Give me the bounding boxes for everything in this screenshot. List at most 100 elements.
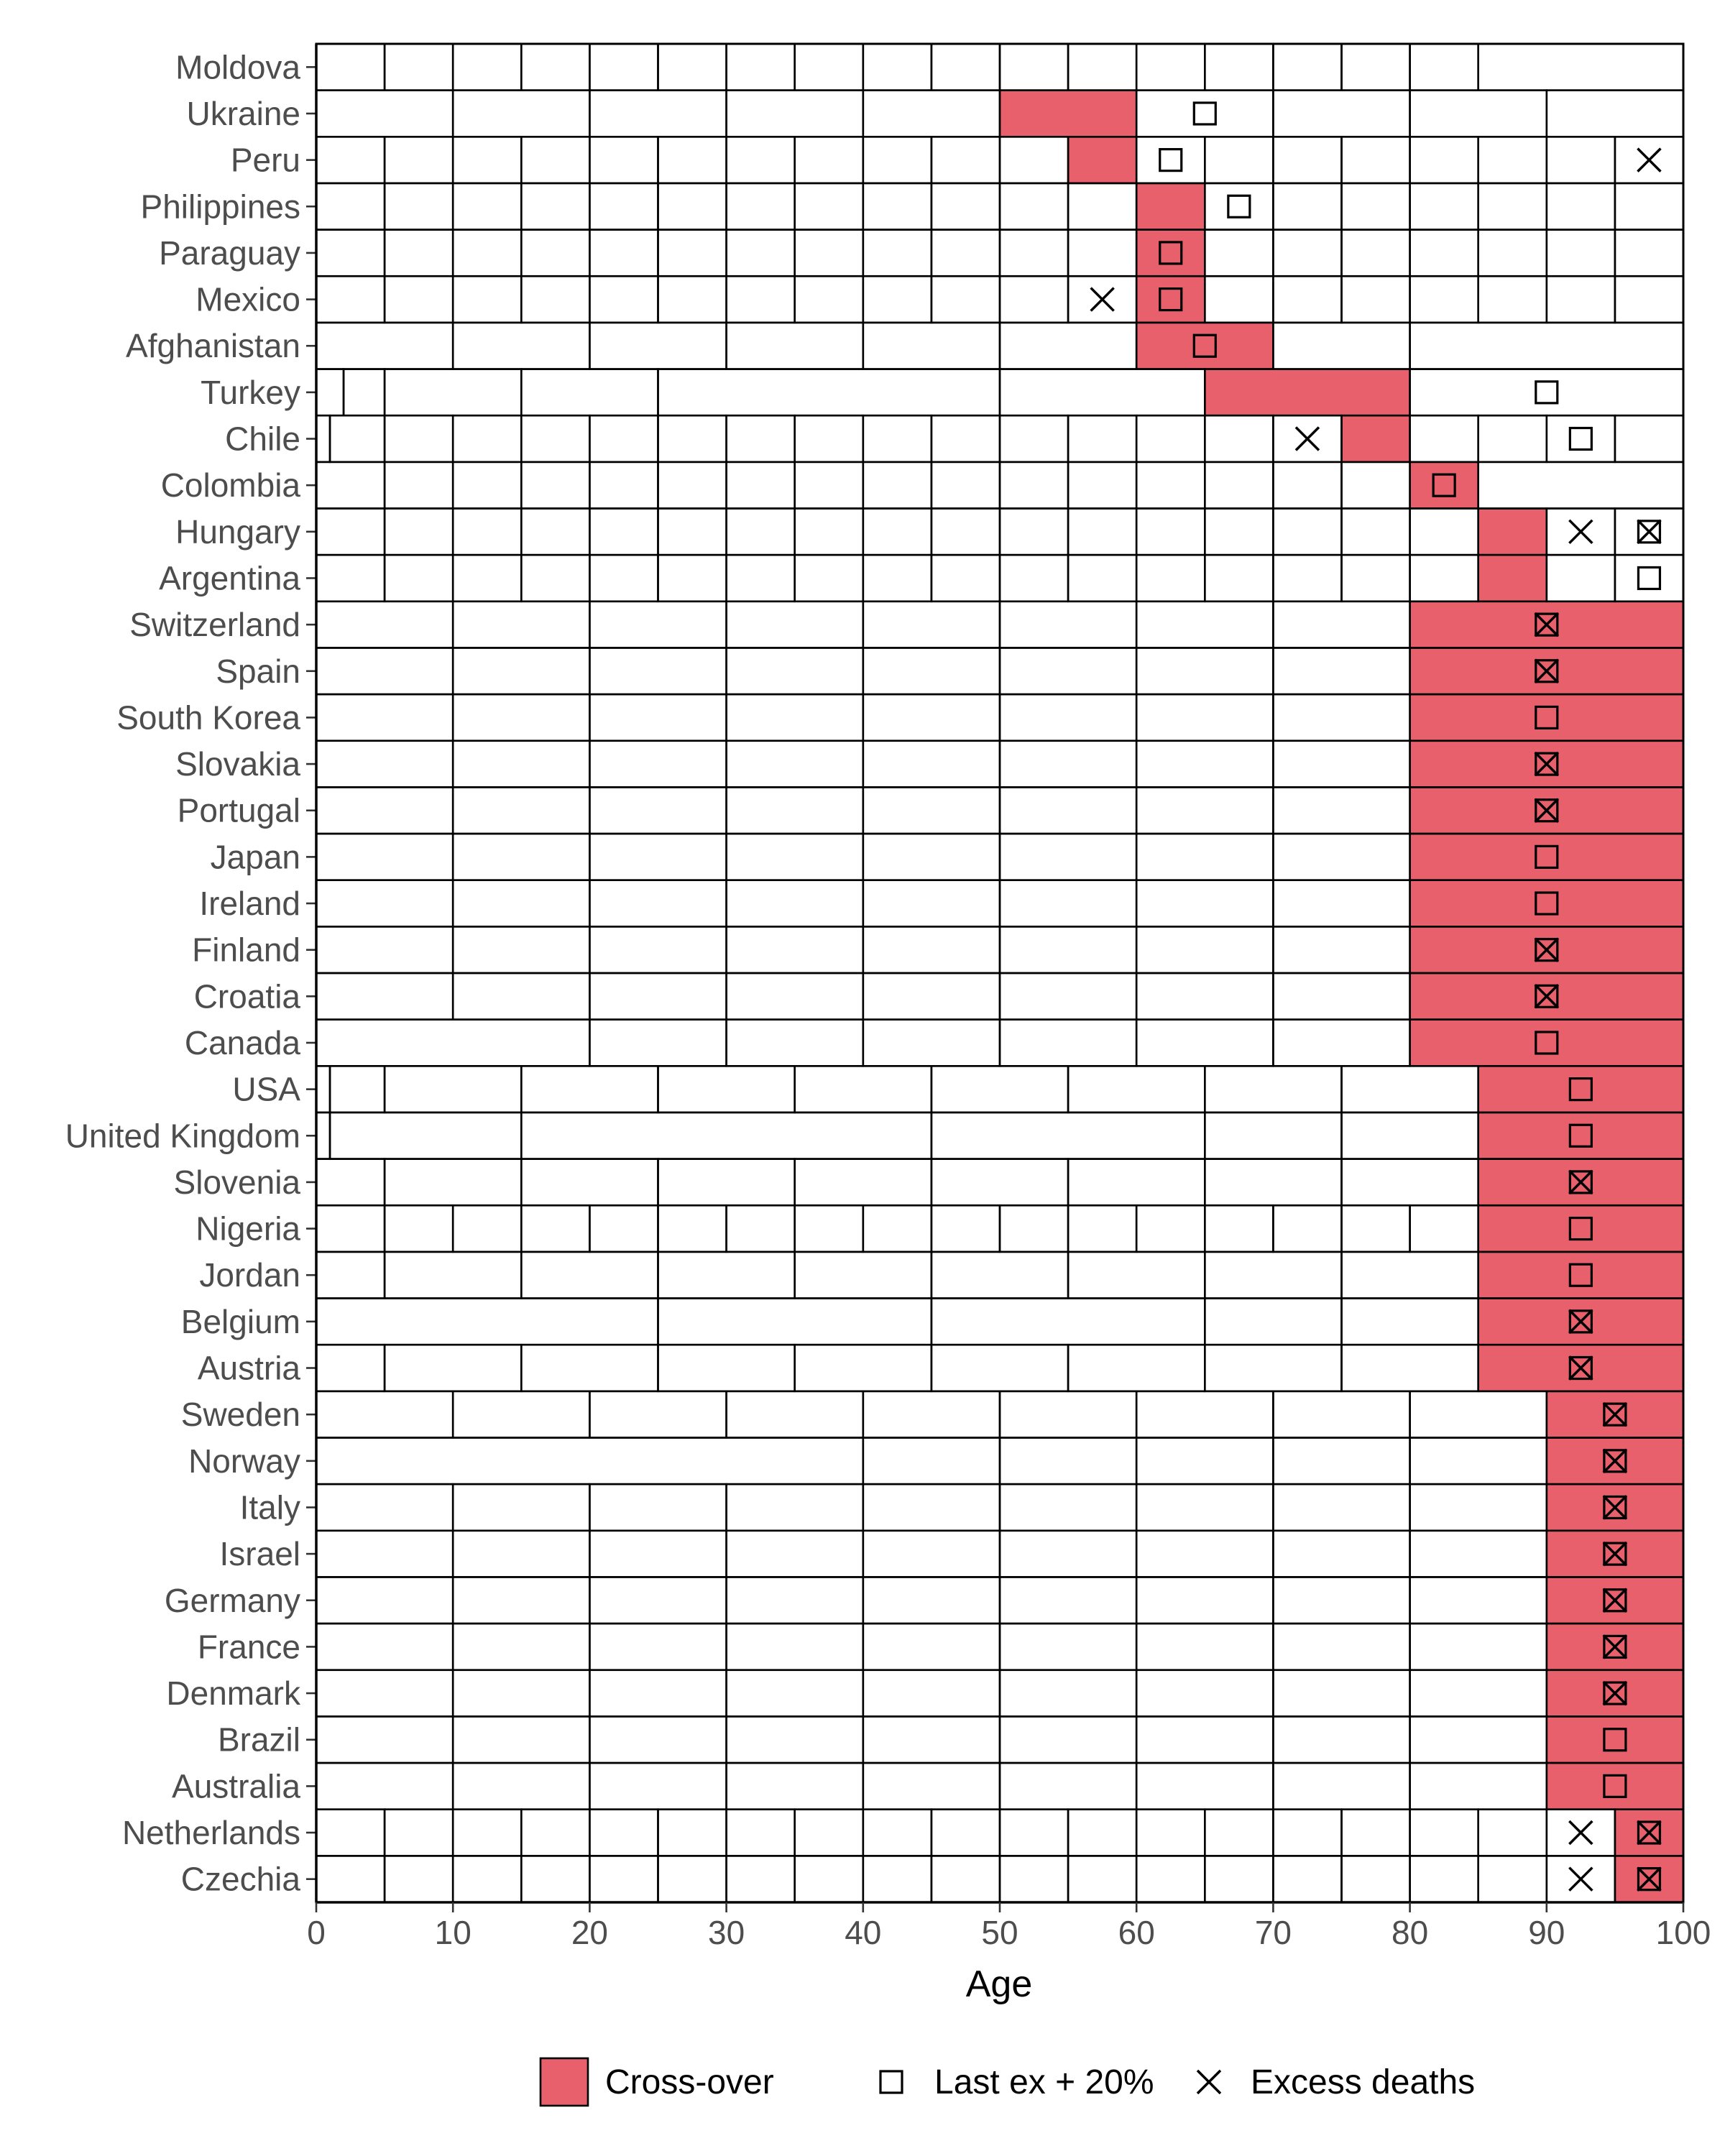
country-label-argentina: Argentina bbox=[159, 559, 300, 596]
age-cell-slovakia bbox=[1272, 740, 1411, 788]
age-cell-nigeria bbox=[930, 1204, 1001, 1253]
x-tick-label-10: 10 bbox=[435, 1914, 472, 1951]
age-cell-czechia bbox=[1067, 1855, 1138, 1904]
age-cell-argentina bbox=[930, 553, 1001, 603]
crossover-bar-hungary bbox=[1478, 508, 1547, 556]
excess-deaths-marker-hungary-stroke-b bbox=[1637, 519, 1662, 545]
age-cell-turkey bbox=[342, 368, 386, 417]
age-cell-netherlands bbox=[1135, 1808, 1206, 1857]
country-label-croatia: Croatia bbox=[194, 977, 301, 1015]
age-cell-ukraine bbox=[589, 89, 727, 138]
age-cell-colombia bbox=[315, 461, 386, 510]
age-cell-moldova bbox=[998, 42, 1070, 91]
last-ex-marker-slovakia bbox=[1535, 752, 1559, 776]
age-cell-japan bbox=[862, 832, 1001, 882]
excess-deaths-marker-chile bbox=[1294, 426, 1320, 451]
excess-deaths-marker-switzerland bbox=[1534, 612, 1560, 637]
age-cell-moldova bbox=[930, 42, 1001, 91]
age-cell-netherlands bbox=[1067, 1808, 1138, 1857]
age-cell-croatia bbox=[725, 972, 865, 1021]
age-cell-turkey bbox=[1409, 368, 1685, 417]
country-label-afghanistan: Afghanistan bbox=[126, 327, 300, 364]
age-cell-paraguay bbox=[1067, 229, 1138, 277]
age-cell-argentina bbox=[1545, 553, 1616, 603]
age-cell-colombia bbox=[383, 461, 454, 510]
x-tick-label-0: 0 bbox=[307, 1914, 326, 1951]
age-cell-norway bbox=[315, 1437, 865, 1485]
excess-deaths-marker-denmark-stroke-b bbox=[1602, 1680, 1628, 1706]
age-cell-france bbox=[1272, 1622, 1411, 1672]
age-cell-united-kingdom bbox=[315, 1111, 331, 1160]
age-cell-moldova bbox=[862, 42, 933, 91]
age-cell-finland bbox=[1272, 926, 1411, 975]
last-ex-marker-hungary bbox=[1637, 520, 1662, 544]
age-cell-colombia bbox=[930, 461, 1001, 510]
age-cell-colombia bbox=[1067, 461, 1138, 510]
age-cell-mexico bbox=[998, 275, 1070, 324]
age-cell-turkey bbox=[383, 368, 523, 417]
last-ex-marker-turkey bbox=[1535, 380, 1559, 405]
age-cell-nigeria bbox=[794, 1204, 865, 1253]
age-cell-hungary bbox=[315, 507, 386, 556]
age-cell-united-kingdom bbox=[1340, 1111, 1479, 1160]
age-cell-sweden bbox=[1409, 1390, 1548, 1439]
excess-deaths-marker-slovakia bbox=[1534, 751, 1560, 777]
age-cell-nigeria bbox=[383, 1204, 454, 1253]
age-cell-australia bbox=[1272, 1761, 1411, 1811]
age-cell-netherlands bbox=[1477, 1808, 1548, 1857]
excess-deaths-marker-hungary-stroke-b bbox=[1568, 519, 1593, 545]
age-cell-canada bbox=[589, 1018, 727, 1067]
age-cell-canada bbox=[725, 1018, 865, 1067]
age-cell-united-kingdom bbox=[520, 1111, 933, 1160]
age-cell-moldova bbox=[520, 42, 591, 91]
last-ex-marker-netherlands bbox=[1637, 1820, 1662, 1845]
crossover-bar-afghanistan bbox=[1136, 322, 1274, 369]
age-cell-brazil bbox=[725, 1715, 865, 1764]
age-cell-netherlands bbox=[1409, 1808, 1479, 1857]
excess-deaths-marker-finland bbox=[1534, 937, 1560, 962]
age-cell-mexico bbox=[725, 275, 796, 324]
age-cell-moldova bbox=[1067, 42, 1138, 91]
age-cell-slovenia bbox=[657, 1158, 796, 1207]
age-cell-usa bbox=[794, 1065, 933, 1114]
age-cell-usa bbox=[1067, 1065, 1206, 1114]
age-cell-netherlands bbox=[520, 1808, 591, 1857]
last-ex-marker-mexico bbox=[1159, 287, 1183, 312]
x-tick-label-90: 90 bbox=[1528, 1914, 1565, 1951]
excess-deaths-marker-netherlands-stroke-b bbox=[1637, 1820, 1662, 1846]
age-cell-mexico bbox=[1545, 275, 1616, 324]
age-cell-mexico bbox=[1614, 275, 1685, 324]
age-cell-denmark bbox=[1272, 1669, 1411, 1718]
age-cell-austria bbox=[657, 1343, 796, 1393]
age-cell-czechia bbox=[451, 1855, 523, 1904]
age-cell-nigeria bbox=[998, 1204, 1070, 1253]
crossover-bar-mexico bbox=[1136, 276, 1205, 323]
age-cell-austria bbox=[520, 1343, 659, 1393]
excess-deaths-marker-sweden bbox=[1602, 1401, 1628, 1427]
age-cell-afghanistan bbox=[862, 321, 1001, 370]
age-cell-mexico bbox=[1409, 275, 1479, 324]
age-cell-mexico bbox=[794, 275, 865, 324]
age-cell-philippines bbox=[794, 182, 865, 231]
age-cell-argentina bbox=[315, 553, 386, 603]
age-cell-portugal bbox=[1135, 786, 1274, 835]
legend-last-ex-label: Last ex + 20% bbox=[934, 2063, 1154, 2101]
age-cell-colombia bbox=[1340, 461, 1411, 510]
crossover-bar-nigeria bbox=[1478, 1205, 1683, 1252]
excess-deaths-marker-netherlands bbox=[1568, 1820, 1593, 1846]
age-cell-mexico bbox=[930, 275, 1001, 324]
country-label-canada: Canada bbox=[185, 1024, 301, 1061]
country-label-paraguay: Paraguay bbox=[159, 234, 300, 272]
excess-deaths-marker-israel bbox=[1602, 1541, 1628, 1567]
age-cell-moldova bbox=[1409, 42, 1479, 91]
age-cell-hungary bbox=[930, 507, 1001, 556]
age-cell-afghanistan bbox=[1272, 321, 1411, 370]
age-cell-japan bbox=[725, 832, 865, 882]
age-cell-netherlands bbox=[930, 1808, 1001, 1857]
age-cell-paraguay bbox=[725, 229, 796, 277]
age-cell-peru bbox=[1135, 136, 1206, 185]
country-label-sweden: Sweden bbox=[181, 1396, 300, 1433]
age-cell-portugal bbox=[451, 786, 591, 835]
last-ex-marker-france bbox=[1603, 1634, 1627, 1659]
age-cell-chile bbox=[1204, 414, 1274, 464]
